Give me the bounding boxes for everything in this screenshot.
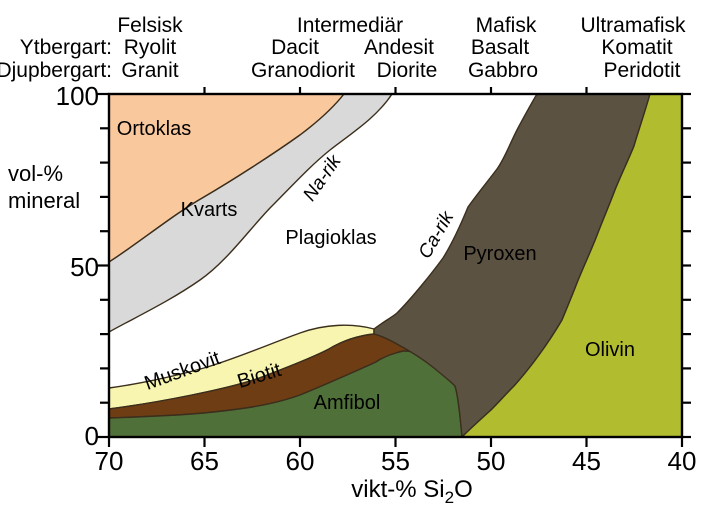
y-axis-left-ticks: [96, 92, 109, 439]
x-tick-label-45: 45: [572, 446, 601, 476]
x-tick-label-50: 50: [477, 446, 506, 476]
x-axis-title-subscript: 2: [445, 488, 454, 507]
surface-rock-basalt: Basalt: [471, 36, 530, 59]
category-felsisk: Felsisk: [117, 14, 183, 37]
y-axis-title: vol-% mineral: [8, 161, 80, 213]
header-rock-categories: Felsisk Intermediär Mafisk Ultramafisk: [117, 14, 686, 37]
surface-rock-dacit: Dacit: [271, 36, 319, 59]
row-label-ytbergart: Ytbergart:: [20, 36, 112, 59]
label-pyroxen: Pyroxen: [463, 243, 536, 265]
deep-rock-granodiorit: Granodiorit: [251, 59, 355, 82]
x-axis-tick-labels: 70 65 60 55 50 45 40: [95, 446, 697, 476]
label-ortoklas: Ortoklas: [117, 118, 191, 140]
x-tick-label-60: 60: [286, 446, 315, 476]
row-label-djupbergart: Djupbergart:: [0, 59, 112, 82]
label-olivin: Olivin: [585, 339, 635, 361]
y-axis-title-line1: vol-%: [8, 161, 63, 186]
category-mafisk: Mafisk: [476, 14, 537, 37]
region-kvarts: [108, 93, 393, 333]
y-axis-tick-labels: 100 50 0: [56, 81, 99, 451]
deep-rock-granit: Granit: [121, 59, 178, 82]
x-axis-bottom-ticks: [107, 437, 684, 447]
x-tick-label-70: 70: [95, 446, 124, 476]
x-axis-title: vikt-% Si2O: [351, 476, 472, 507]
x-axis-top-ticks: [203, 87, 588, 94]
deep-rock-diorite: Diorite: [377, 59, 438, 82]
label-kvarts: Kvarts: [181, 199, 238, 221]
header-deep-rocks-row: Djupbergart: Granit Granodiorit Diorite …: [0, 59, 681, 82]
deep-rock-peridotit: Peridotit: [603, 59, 680, 82]
y-axis-right-ticks: [682, 92, 691, 439]
y-tick-label-100: 100: [56, 81, 99, 111]
label-amfibol: Amfibol: [314, 392, 381, 414]
surface-rock-komatit: Komatit: [601, 36, 672, 59]
deep-rock-gabbro: Gabbro: [468, 59, 538, 82]
region-areas: [108, 93, 683, 438]
x-tick-label-65: 65: [190, 446, 219, 476]
region-olivin: [461, 93, 683, 438]
header-surface-rocks-row: Ytbergart: Ryolit Dacit Andesit Basalt K…: [20, 36, 673, 59]
category-intermediar: Intermediär: [297, 14, 403, 37]
surface-rock-andesit: Andesit: [364, 36, 434, 59]
category-ultramafisk: Ultramafisk: [580, 14, 686, 37]
surface-rock-ryolit: Ryolit: [124, 36, 177, 59]
x-tick-label-40: 40: [668, 446, 697, 476]
x-axis-title-post: O: [454, 476, 473, 503]
x-tick-label-55: 55: [381, 446, 410, 476]
y-tick-label-0: 0: [85, 421, 99, 451]
y-tick-label-50: 50: [70, 252, 99, 282]
x-axis-title-pre: vikt-% Si: [351, 476, 444, 503]
y-axis-title-line2: mineral: [8, 188, 80, 213]
label-plagioklas: Plagioklas: [285, 227, 376, 249]
